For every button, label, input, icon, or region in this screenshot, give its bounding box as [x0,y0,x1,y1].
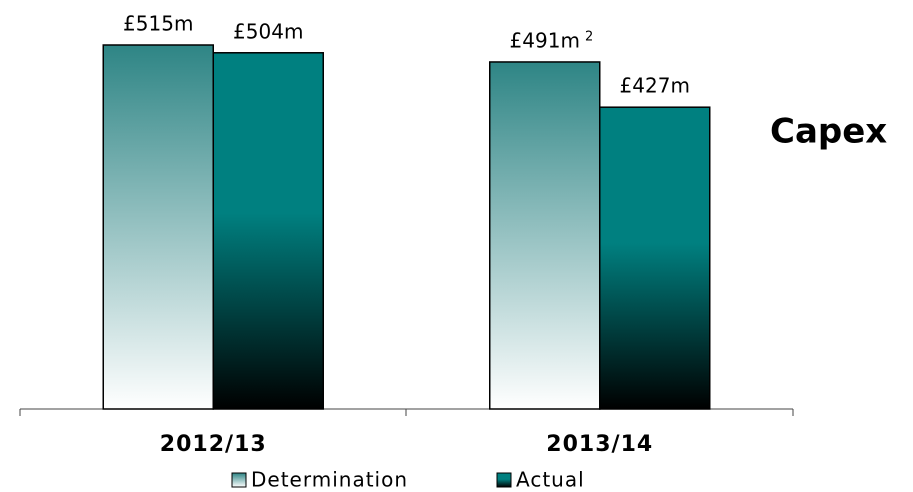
bar [489,61,601,410]
value-label: £427m [620,74,690,98]
legend-label: Determination [251,468,408,492]
legend-swatch [496,472,512,488]
footnote-marker: 2 [585,29,593,44]
value-label: £491m [510,28,580,52]
legend-label: Actual [516,468,585,492]
bar [212,52,324,410]
value-label: £504m [233,19,303,43]
chart-title: Capex [770,112,887,152]
bar [599,106,711,410]
legend-swatch [231,472,247,488]
x-tick-label: 2012/13 [160,432,267,457]
bar [102,44,214,410]
x-tick-label: 2013/14 [546,432,653,457]
value-label: £515m [123,12,193,36]
